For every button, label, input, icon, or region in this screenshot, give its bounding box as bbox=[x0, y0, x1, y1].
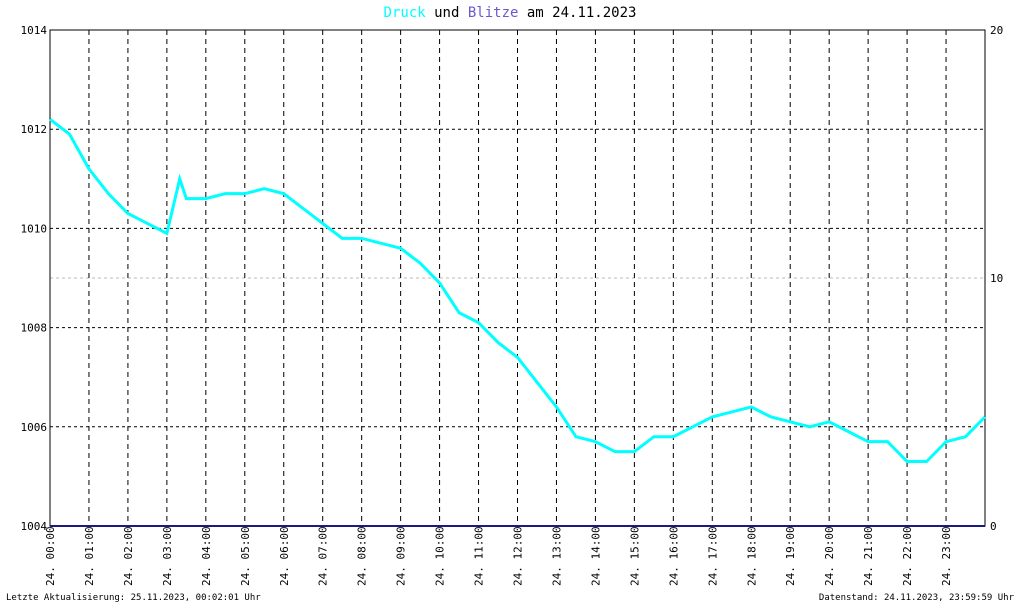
y2-tick-label: 10 bbox=[990, 272, 1003, 285]
y-tick-label: 1008 bbox=[21, 322, 48, 335]
chart-title: Druck und Blitze am 24.11.2023 bbox=[384, 5, 637, 21]
x-tick-label: 24. 17:00 bbox=[706, 526, 719, 586]
x-tick-label: 24. 20:00 bbox=[823, 526, 836, 586]
x-tick-label: 24. 23:00 bbox=[940, 526, 953, 586]
x-tick-label: 24. 18:00 bbox=[745, 526, 758, 586]
y-tick-label: 1012 bbox=[21, 123, 48, 136]
x-tick-label: 24. 11:00 bbox=[473, 526, 486, 586]
title-blitze: Blitze bbox=[468, 5, 519, 21]
y-tick-label: 1014 bbox=[21, 24, 48, 37]
x-tick-label: 24. 06:00 bbox=[278, 526, 291, 586]
footer-right: Datenstand: 24.11.2023, 23:59:59 Uhr bbox=[819, 593, 1015, 603]
x-tick-label: 24. 04:00 bbox=[200, 526, 213, 586]
y-tick-label: 1010 bbox=[21, 222, 48, 235]
y-tick-label: 1006 bbox=[21, 421, 48, 434]
x-tick-label: 24. 16:00 bbox=[667, 526, 680, 586]
x-tick-label: 24. 01:00 bbox=[83, 526, 96, 586]
series-line bbox=[49, 118, 987, 464]
x-tick-label: 24. 02:00 bbox=[122, 526, 135, 586]
y2-tick-label: 20 bbox=[990, 24, 1003, 37]
x-tick-label: 24. 22:00 bbox=[901, 526, 914, 586]
footer-left: Letzte Aktualisierung: 25.11.2023, 00:02… bbox=[6, 593, 261, 603]
x-tick-label: 24. 15:00 bbox=[628, 526, 641, 586]
x-tick-label: 24. 19:00 bbox=[784, 526, 797, 586]
x-tick-label: 24. 21:00 bbox=[862, 526, 875, 586]
title-und: und bbox=[434, 5, 459, 21]
y2-tick-label: 0 bbox=[990, 520, 997, 533]
x-tick-label: 24. 10:00 bbox=[434, 526, 447, 586]
x-tick-label: 24. 05:00 bbox=[239, 526, 252, 586]
x-tick-label: 24. 08:00 bbox=[356, 526, 369, 586]
x-tick-label: 24. 07:00 bbox=[317, 526, 330, 586]
title-druck: Druck bbox=[384, 5, 427, 21]
x-tick-label: 24. 12:00 bbox=[512, 526, 525, 586]
y-tick-label: 1004 bbox=[21, 520, 48, 533]
x-tick-label: 24. 03:00 bbox=[161, 526, 174, 586]
x-tick-label: 24. 14:00 bbox=[589, 526, 602, 586]
x-tick-label: 24. 13:00 bbox=[550, 526, 563, 586]
x-tick-label: 24. 09:00 bbox=[395, 526, 408, 586]
title-date: am 24.11.2023 bbox=[527, 5, 637, 21]
x-tick-label: 24. 00:00 bbox=[44, 526, 57, 586]
